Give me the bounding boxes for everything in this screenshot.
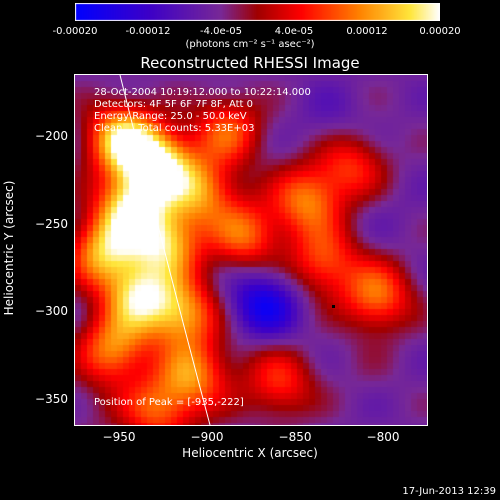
peak-position-label: Position of Peak = [-935,-222] <box>94 397 244 408</box>
annotation-detectors: Detectors: 4F 5F 6F 7F 8F, Att 0 <box>94 99 254 110</box>
y-tick-label: −200 <box>35 129 68 144</box>
y-tick-label: −300 <box>35 304 68 319</box>
y-tick-label: −250 <box>35 216 68 231</box>
x-axis-label: Heliocentric X (arcsec) <box>182 446 318 460</box>
colorbar-tick-label: -4.0e-05 <box>200 26 242 37</box>
chart-title: Reconstructed RHESSI Image <box>140 54 360 72</box>
colorbar-tick-label: 0.00012 <box>346 26 388 37</box>
heatmap-plot <box>74 74 428 426</box>
annotation-time: 28-Oct-2004 10:19:12.000 to 10:22:14.000 <box>94 87 311 98</box>
x-tick-label: −950 <box>102 430 136 444</box>
colorbar-tick-label: -0.00012 <box>125 26 171 37</box>
annotation-energy: Energy Range: 25.0 - 50.0 keV <box>94 111 247 122</box>
peak-marker <box>332 305 335 308</box>
footer-timestamp: 17-Jun-2013 12:39 <box>402 486 496 497</box>
colorbar-tick-label: 0.00020 <box>419 26 461 37</box>
annotation-counts: Clean Total counts: 5.33E+03 <box>94 123 255 134</box>
solar-limb-line <box>119 75 211 425</box>
x-tick-label: −900 <box>190 430 224 444</box>
colorbar <box>75 3 440 21</box>
y-tick-label: −350 <box>35 391 68 406</box>
x-tick-label: −800 <box>366 430 400 444</box>
y-axis-label: Heliocentric Y (arcsec) <box>2 180 16 316</box>
colorbar-units: (photons cm⁻² s⁻¹ asec⁻²) <box>185 39 315 50</box>
colorbar-tick-label: -0.00020 <box>52 26 98 37</box>
limb-overlay <box>119 75 335 425</box>
colorbar-tick-label: 4.0e-05 <box>274 26 314 37</box>
x-tick-label: −850 <box>278 430 312 444</box>
